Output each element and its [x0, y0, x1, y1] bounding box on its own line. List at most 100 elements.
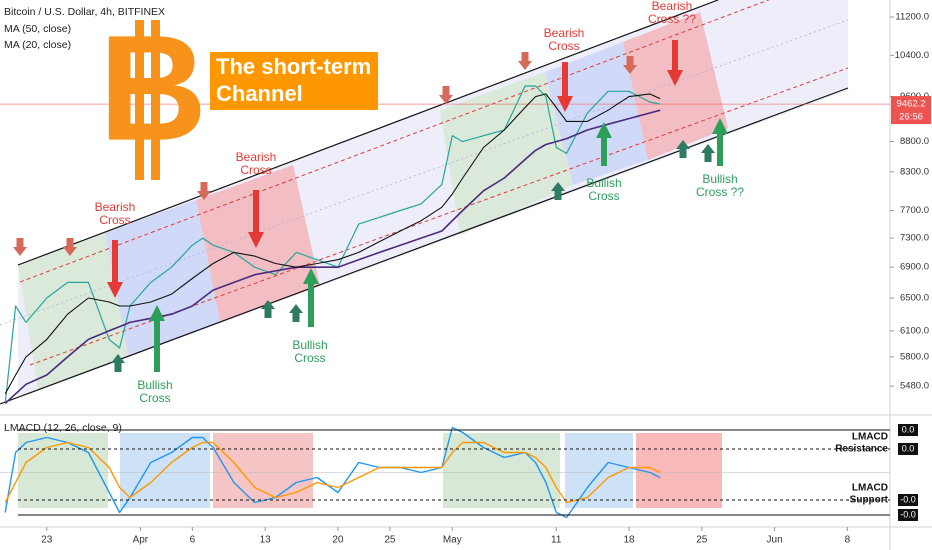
sub-title: LMACD (12, 26, close, 9)	[4, 422, 122, 434]
level-box	[898, 509, 918, 521]
arrow	[667, 40, 683, 86]
x-tick-label: 13	[260, 535, 272, 546]
annotation: Cross	[139, 391, 170, 405]
y-tick-label: 6900.0	[900, 262, 929, 273]
annotation: Cross ??	[696, 185, 744, 199]
sub-zones	[18, 433, 722, 508]
zone-blue	[120, 433, 210, 508]
level-note: LMACD	[852, 432, 888, 443]
arrow	[63, 238, 77, 256]
series-line	[4, 441, 661, 504]
x-tick-label: 25	[384, 535, 396, 546]
price-axis-bg	[891, 0, 932, 414]
x-tick-label: 23	[41, 535, 53, 546]
logo-bar	[151, 20, 160, 180]
arrow	[676, 140, 690, 158]
level-label: -0.0	[900, 509, 916, 519]
arrow	[518, 52, 532, 70]
x-tick-label: May	[443, 535, 462, 546]
y-tick-label: 8800.0	[900, 136, 929, 147]
banner-text: Channel	[216, 81, 303, 106]
last-price-box	[891, 96, 931, 125]
x-tick-label: 20	[332, 535, 344, 546]
annotation: Bullish	[702, 172, 737, 186]
arrow	[303, 268, 319, 327]
y-tick-label: 7300.0	[900, 233, 929, 244]
banner-text: The short-term	[216, 54, 371, 79]
series-line	[4, 426, 661, 519]
arrow	[701, 144, 715, 162]
channel-mid	[0, 19, 849, 326]
x-tick-label: 18	[623, 535, 635, 546]
zone-green	[440, 72, 573, 235]
y-tick-label: 5480.0	[900, 381, 929, 392]
annotation: Cross	[548, 39, 579, 53]
arrow	[111, 354, 125, 372]
arrow	[149, 305, 165, 372]
level-note: Resistance	[835, 444, 888, 455]
arrow	[248, 190, 264, 248]
annotation: Bearish	[544, 26, 585, 40]
zone-blue	[545, 42, 648, 185]
last-price-label: 9462.2	[896, 99, 925, 110]
sub-pane	[0, 426, 890, 519]
arrow	[596, 122, 612, 166]
y-tick-label: 6500.0	[900, 293, 929, 304]
channel-mid-upper	[19, 0, 770, 283]
banner-box	[210, 52, 378, 110]
zone-green	[18, 433, 108, 508]
level-box	[898, 424, 918, 436]
arrow	[712, 118, 728, 166]
x-tick-label: Apr	[133, 535, 149, 546]
y-tick-label: 11200.0	[895, 12, 929, 23]
legend-entry: MA (20, close)	[4, 39, 71, 51]
y-tick-label: 5800.0	[900, 351, 929, 362]
x-tick-label: 8	[845, 535, 851, 546]
x-tick-label: Jun	[767, 535, 783, 546]
arrow	[623, 56, 637, 74]
annotation: Cross	[99, 213, 130, 227]
annotation: Cross	[294, 351, 325, 365]
level-box	[898, 494, 918, 506]
zone-green	[443, 433, 560, 508]
main-pane	[0, 85, 890, 404]
level-box	[898, 443, 918, 455]
x-tick-label: 25	[696, 535, 708, 546]
arrow	[551, 182, 565, 200]
arrow	[289, 304, 303, 322]
chart-title: Bitcoin / U.S. Dollar, 4h, BITFINEX	[4, 6, 165, 18]
y-tick-label: 6100.0	[900, 325, 929, 336]
y-tick-label: 8300.0	[900, 166, 929, 177]
annotation: Bullish	[292, 338, 327, 352]
arrow	[557, 62, 573, 112]
annotation: Cross ??	[648, 12, 696, 26]
y-tick-label: 7700.0	[900, 205, 929, 216]
zone-green	[18, 232, 128, 390]
annotation: Bearish	[652, 0, 693, 13]
countdown: 26:56	[899, 112, 923, 123]
level-label: 0.0	[902, 424, 915, 434]
series-line	[4, 109, 661, 404]
annotation: Bearish	[236, 150, 277, 164]
zone-red	[623, 12, 728, 160]
level-note: Support	[850, 495, 889, 506]
level-note: LMACD	[852, 483, 888, 494]
arrow	[13, 238, 27, 256]
logo: B	[99, 4, 207, 172]
level-label: -0.0	[900, 494, 916, 504]
channel-mid-lower	[29, 67, 849, 366]
zone-red	[213, 433, 313, 508]
arrow	[439, 86, 453, 104]
arrow	[197, 182, 211, 200]
logo-bar	[135, 20, 144, 180]
channel-bottom	[0, 87, 849, 405]
annotation: Bullish	[137, 378, 172, 392]
arrow	[261, 300, 275, 318]
channel-top	[17, 0, 719, 266]
legend-entry: MA (50, close)	[4, 23, 71, 35]
x-tick-label: 6	[190, 535, 196, 546]
y-tick-label: 10400.0	[895, 50, 929, 61]
level-label: 0.0	[902, 443, 915, 453]
